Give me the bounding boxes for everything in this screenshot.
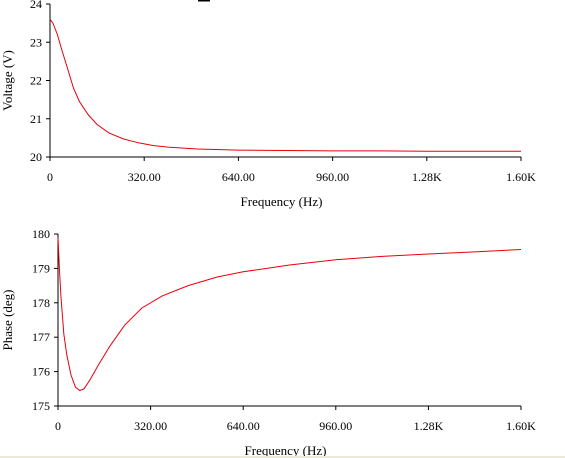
phase-y-tick-label: 177 [32,330,50,344]
bottom-divider [0,456,565,458]
phase-y-tick-label: 180 [32,227,50,241]
phase-y-tick-label: 179 [32,261,50,275]
voltage-y-tick-label: 23 [30,35,42,49]
phase-y-tick-label: 176 [32,365,50,379]
voltage-series-line [49,18,521,152]
voltage-y-tick-label: 21 [30,112,42,126]
voltage-chart: 20 21 22 23 24 0 320.00 640.00 960.00 1.28K 1.60K F… [0,0,536,209]
phase-x-tick-label: 0 [55,419,61,433]
phase-x-axis-title: Frequency (Hz) [245,443,327,458]
voltage-y-tick-label: 20 [30,150,42,164]
voltage-x-tick-label: 1.60K [506,170,536,184]
voltage-y-tick-label: 24 [30,0,42,11]
phase-y-tick-label: 178 [32,296,50,310]
phase-x-tick-label: 320.00 [134,419,167,433]
phase-chart: 175 176 177 178 179 180 0 320.00 640.00 960.00 1.2… [0,227,536,458]
voltage-y-tick-label: 22 [30,74,42,88]
phase-y-axis-title: Phase (deg) [0,289,15,350]
voltage-x-axis-title: Frequency (Hz) [241,194,323,209]
voltage-x-tick-label: 960.00 [316,170,349,184]
voltage-x-tick-label: 320.00 [128,170,161,184]
voltage-y-axis-title: Voltage (V) [0,50,15,111]
voltage-x-tick-label: 0 [47,170,53,184]
phase-x-tick-label: 960.00 [319,419,352,433]
phase-x-tick-label: 640.00 [227,419,260,433]
phase-y-tick-label: 175 [32,399,50,413]
header-fragment [198,0,210,2]
phase-x-tick-label: 1.28K [414,419,444,433]
voltage-x-tick-label: 640.00 [222,170,255,184]
voltage-x-tick-label: 1.28K [412,170,442,184]
phase-x-tick-label: 1.60K [506,419,536,433]
phase-series-line [57,237,522,392]
